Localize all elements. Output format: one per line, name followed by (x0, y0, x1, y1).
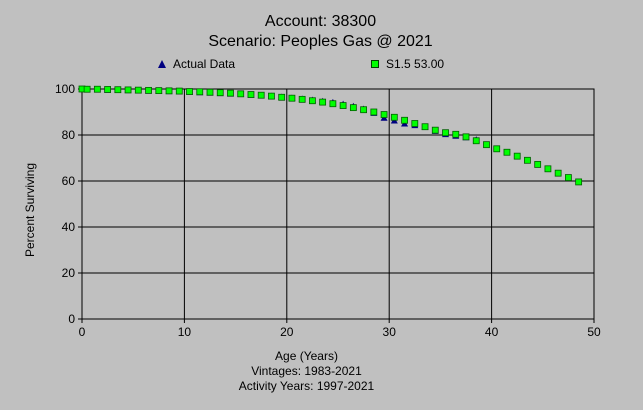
fitted-curve-point (165, 87, 173, 95)
legend-label-fit: S1.5 53.00 (386, 57, 445, 71)
fitted-curve-point (206, 88, 214, 96)
fitted-curve-point (268, 92, 275, 100)
x-axis-label: Age (Years) (275, 349, 338, 363)
fitted-curve-point (145, 86, 152, 94)
fitted-curve-point (227, 89, 234, 97)
fitted-curve-point (298, 95, 306, 103)
y-tick-label: 60 (62, 174, 76, 188)
fitted-curve-point (237, 90, 245, 98)
y-tick-label: 100 (55, 82, 75, 96)
x-tick-label: 40 (485, 325, 499, 339)
fitted-curve-point (134, 86, 142, 94)
fitted-curve-point (175, 87, 183, 95)
fitted-curve-point (401, 116, 408, 124)
fitted-curve-point (544, 165, 552, 173)
fitted-curve-point (534, 161, 542, 168)
fitted-curve-point (114, 86, 122, 94)
fitted-curve-point (493, 145, 501, 153)
fitted-curve-point (155, 87, 163, 95)
fitted-curve-point (524, 156, 531, 164)
fitted-curve-point (93, 85, 101, 93)
fitted-curve-point (216, 89, 224, 97)
fitted-curve-point (339, 102, 347, 109)
chart-subtitle: Scenario: Peoples Gas @ 2021 (208, 33, 433, 50)
x-tick-label: 30 (383, 325, 397, 339)
y-axis-label: Percent Surviving (23, 162, 37, 258)
fitted-curve-point (124, 86, 132, 94)
legend-item-actual: Actual Data (158, 57, 235, 71)
fitted-curve-point (513, 152, 521, 160)
y-tick-label: 0 (68, 312, 75, 326)
vintages-note: Vintages: 1983-2021 (251, 364, 362, 378)
fitted-curve-point (319, 98, 327, 106)
legend-label-actual: Actual Data (173, 57, 236, 71)
fitted-curve-point (380, 111, 388, 118)
activity-years-note: Activity Years: 1997-2021 (238, 379, 375, 393)
fitted-curve-point (442, 129, 449, 137)
plot-frame (81, 88, 595, 320)
fitted-curve-point (472, 137, 480, 145)
fitted-curve-point (196, 88, 204, 96)
x-tick-label: 50 (587, 325, 601, 339)
fitted-curve-point (390, 113, 398, 121)
fitted-curve-point (360, 106, 368, 114)
fitted-curve-point (349, 104, 357, 112)
fitted-curve-point (554, 169, 562, 177)
y-tick-label: 20 (62, 266, 76, 280)
fitted-curve-point (431, 126, 439, 134)
y-tick-label: 80 (62, 128, 76, 142)
fitted-curve-point (411, 120, 419, 127)
fitted-curve-point (104, 86, 111, 93)
square-marker-icon (371, 60, 379, 68)
fitted-curve-point (575, 178, 583, 186)
y-tick-label: 40 (62, 220, 76, 234)
fitted-curve-point (308, 97, 316, 105)
fitted-curve-point (565, 174, 572, 181)
fitted-curve-point (83, 85, 91, 93)
fitted-curve-point (452, 130, 460, 138)
fitted-curve-point (329, 100, 337, 108)
fitted-curve-point (421, 123, 429, 131)
fitted-curve-point (462, 133, 470, 141)
x-tick-label: 0 (79, 325, 86, 339)
fitted-curve-point (186, 88, 193, 95)
fitted-curve-point (247, 91, 255, 98)
triangle-marker-icon (158, 60, 166, 68)
fitted-curve-point (257, 91, 265, 99)
fitted-curve-point (278, 93, 286, 101)
legend-item-fit: S1.5 53.00 (371, 57, 444, 71)
fitted-curve-point (503, 148, 511, 156)
chart-title: Account: 38300 (264, 13, 377, 30)
x-tick-label: 20 (280, 325, 294, 339)
fitted-curve-point (370, 108, 378, 116)
x-tick-label: 10 (178, 325, 192, 339)
fitted-curve-point (288, 94, 296, 102)
fitted-curve-point (483, 141, 490, 149)
